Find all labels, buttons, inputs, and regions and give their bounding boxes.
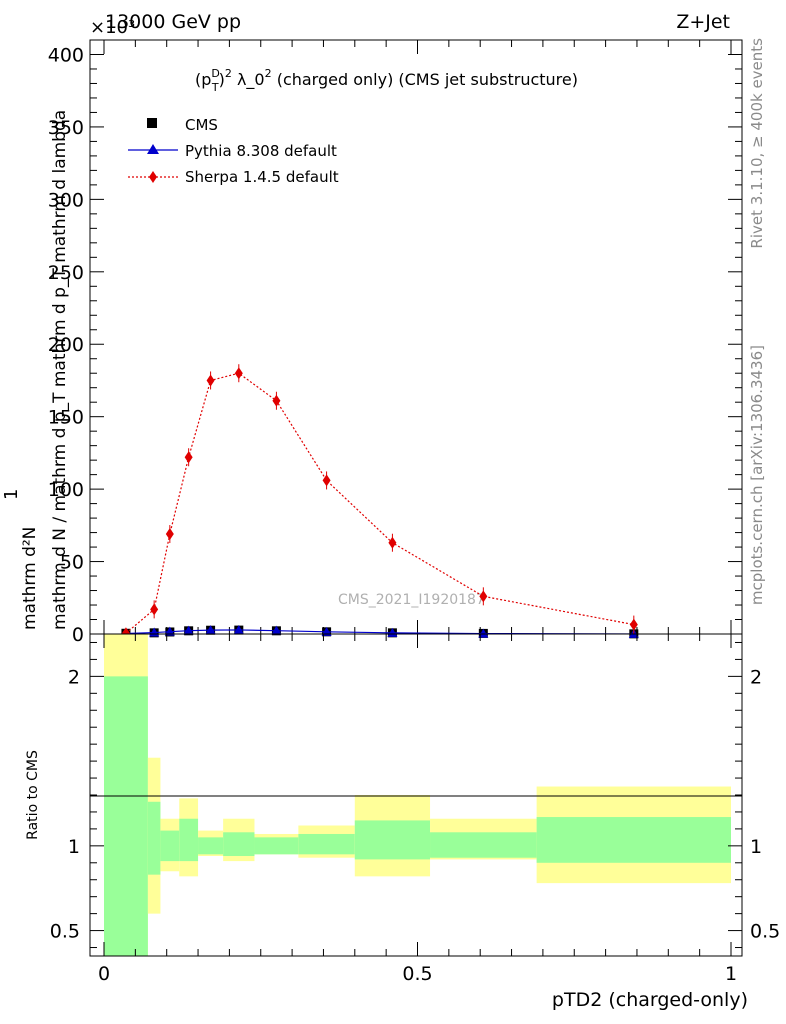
main-y-tick-label: 300 — [48, 189, 84, 211]
ratio-y-label: Ratio to CMS — [25, 750, 41, 840]
legend: CMS Pythia 8.308 default Sherpa 1.4.5 de… — [128, 116, 339, 186]
pythia-point — [233, 624, 244, 634]
x-axis-label: pTD2 (charged-only) — [552, 989, 748, 1011]
legend-sherpa-marker — [149, 171, 157, 183]
sherpa-point — [272, 394, 281, 407]
y-label-one: 1 — [1, 489, 22, 500]
legend-cms-marker — [147, 118, 157, 128]
header-left: 13000 GeV pp — [105, 11, 241, 33]
ratio-band-inner — [354, 820, 431, 860]
main-y-tick-label: 200 — [48, 334, 84, 356]
y-label-denominator: mathrm d N / mathrm d p_T mathrm d p_T m… — [50, 110, 70, 630]
series-line-1 — [125, 629, 634, 635]
ratio-y-tick-label: 1 — [68, 836, 80, 858]
header-right: Z+Jet — [676, 11, 730, 33]
main-y-tick-label: 350 — [48, 117, 84, 139]
sherpa-point — [234, 367, 243, 380]
ratio-band-inner — [430, 832, 537, 858]
main-y-tick-label: 400 — [48, 44, 84, 66]
main-y-tick-label: 100 — [48, 479, 84, 501]
ratio-y-axis: 0.5 0.5 1 1 2 2 — [50, 641, 780, 949]
axis-exponent: ×10³ — [90, 17, 135, 38]
ratio-band-inner — [198, 837, 224, 855]
pythia-point — [387, 627, 398, 637]
main-y-tick-label: 150 — [48, 407, 84, 429]
ratio-band-inner — [298, 833, 355, 855]
pythia-point — [271, 625, 282, 635]
sherpa-point — [150, 603, 159, 616]
main-y-tick-label: 250 — [48, 262, 84, 284]
pythia-point — [183, 625, 194, 635]
ratio-band-inner — [179, 818, 199, 862]
mcplots-label: mcplots.cern.ch [arXiv:1306.3436] — [748, 345, 766, 605]
sherpa-point — [206, 374, 215, 387]
ratio-x-axis: 0 0.5 1 — [98, 634, 737, 985]
ratio-x-tick-label: 0.5 — [402, 963, 432, 985]
ratio-y-tick-label-right: 1 — [750, 836, 762, 858]
ratio-y-tick-label-right: 0.5 — [750, 921, 780, 943]
legend-pythia-marker — [147, 144, 159, 154]
sherpa-point — [629, 618, 638, 631]
ratio-band-inner — [223, 832, 255, 857]
pythia-point — [164, 626, 175, 636]
sherpa-point — [388, 536, 397, 549]
ratio-y-tick-label: 2 — [68, 666, 80, 688]
ratio-y-tick-label-right: 2 — [750, 666, 762, 688]
sherpa-point — [184, 451, 193, 464]
ratio-panel: 0.5 0.51 12 2 0 0.5 1 Ratio to CMS pTD2 (char… — [25, 633, 780, 1011]
main-panel: 0 50 100 150 200 250 300 350 400 (pD T)2 λ_02 (ch… — [1, 39, 743, 646]
ratio-bands — [104, 634, 731, 956]
legend-sherpa-label: Sherpa 1.4.5 default — [185, 168, 339, 186]
main-y-tick-label: 50 — [60, 552, 84, 574]
legend-pythia-label: Pythia 8.308 default — [185, 142, 337, 160]
pythia-point — [205, 625, 216, 635]
legend-cms-label: CMS — [185, 116, 218, 134]
ratio-band-inner — [104, 676, 148, 956]
sherpa-point — [165, 528, 174, 541]
ratio-y-tick-label: 0.5 — [50, 921, 80, 943]
ratio-band-inner — [254, 837, 299, 855]
watermark: CMS_2021_I1920187 — [338, 592, 485, 608]
main-y-tick-label: 0 — [72, 624, 84, 646]
sherpa-point — [322, 474, 331, 487]
ratio-x-tick-label: 1 — [725, 963, 737, 985]
ratio-band-inner — [147, 801, 161, 875]
y-label-numerator-top: mathrm d²N — [20, 527, 40, 630]
sherpa-point — [479, 590, 488, 603]
main-y-axis: 0 50 100 150 200 250 300 350 400 — [48, 39, 742, 646]
plot-title: (pD T)2 λ_02 (charged only) (CMS jet subs… — [195, 67, 578, 94]
ratio-band-inner — [536, 817, 731, 863]
main-y-label: mathrm d²N mathrm d N / mathrm d p_T mat… — [1, 110, 70, 630]
ratio-x-tick-label: 0 — [98, 963, 110, 985]
ratio-band-inner — [160, 830, 180, 862]
rivet-label: Rivet 3.1.10, ≥ 400k events — [748, 38, 766, 249]
pythia-point — [478, 628, 489, 638]
